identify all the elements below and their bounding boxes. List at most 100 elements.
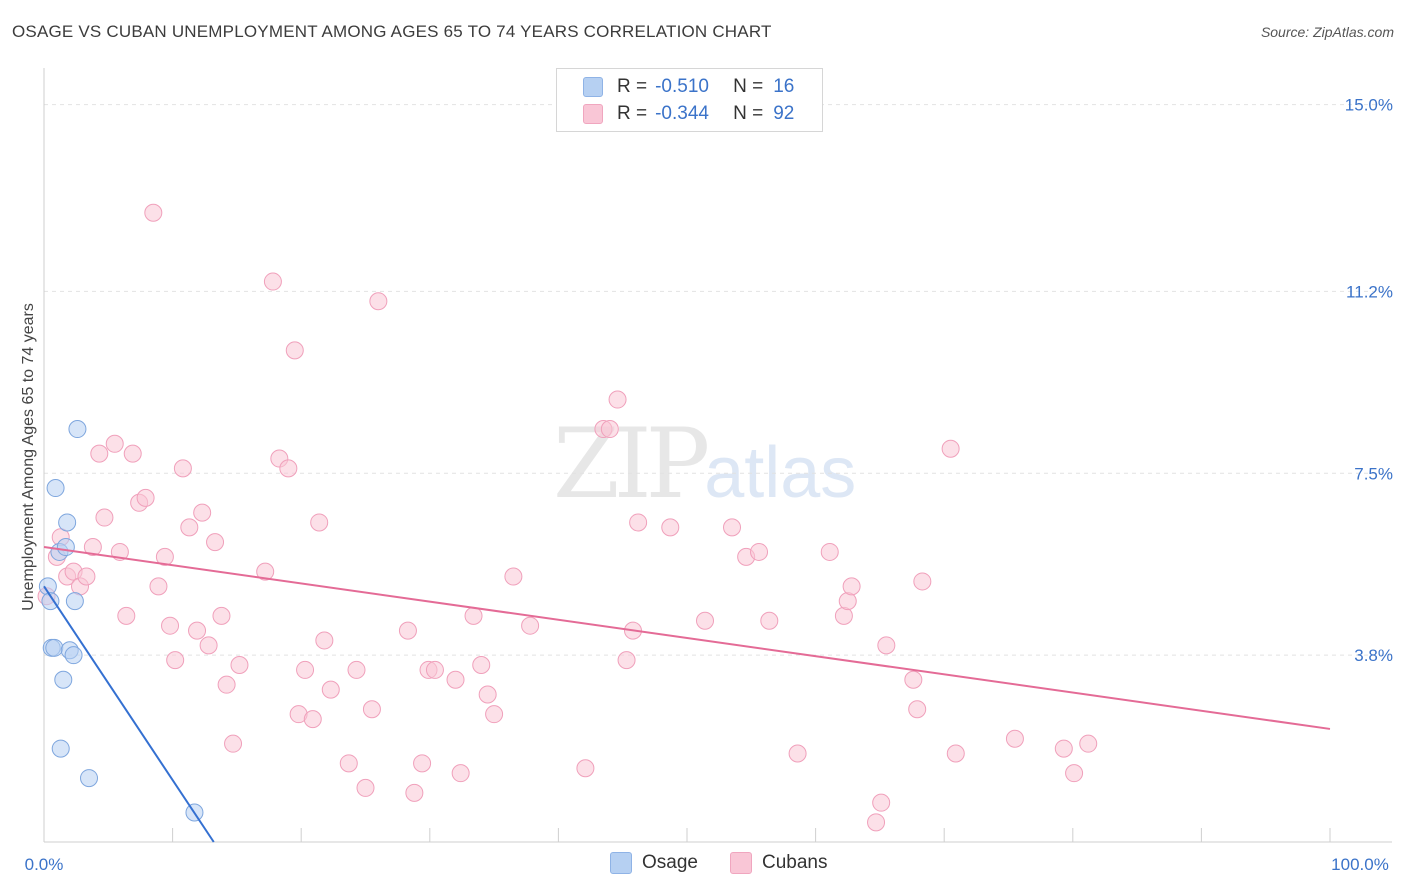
data-point-cubans: [212, 606, 231, 625]
x-tick-label-min: 0.0%: [25, 855, 64, 874]
data-point-cubans: [820, 542, 839, 561]
data-point-cubans: [485, 705, 504, 724]
y-tick-label: 11.2%: [1346, 282, 1393, 301]
swatch-cubans: [730, 852, 752, 874]
data-point-cubans: [303, 710, 322, 729]
data-point-cubans: [600, 420, 619, 439]
data-point-cubans: [285, 341, 304, 360]
data-point-cubans: [760, 611, 779, 630]
series-legend-osage[interactable]: Osage: [610, 852, 698, 874]
data-point-cubans: [723, 518, 742, 537]
data-point-cubans: [347, 660, 366, 679]
data-point-cubans: [95, 508, 114, 527]
data-point-cubans: [180, 518, 199, 537]
chart-title: OSAGE VS CUBAN UNEMPLOYMENT AMONG AGES 6…: [12, 22, 772, 41]
data-point-cubans: [867, 813, 886, 832]
data-point-cubans: [83, 538, 102, 557]
data-point-cubans: [310, 513, 329, 532]
source-label: Source: ZipAtlas.com: [1260, 24, 1394, 40]
y-tick-label: 3.8%: [1354, 646, 1393, 665]
data-point-cubans: [193, 503, 212, 522]
data-point-cubans: [315, 631, 334, 650]
data-point-cubans: [105, 434, 124, 453]
legend-r-label: R =: [617, 103, 648, 124]
data-point-cubans: [413, 754, 432, 773]
data-point-osage: [41, 592, 60, 611]
data-point-osage: [64, 646, 83, 665]
data-point-cubans: [199, 636, 218, 655]
data-point-cubans: [504, 567, 523, 586]
data-point-osage: [68, 420, 87, 439]
data-point-cubans: [369, 292, 388, 311]
data-point-cubans: [256, 562, 275, 581]
y-tick-label: 7.5%: [1354, 464, 1393, 483]
legend-r-value: -0.510: [655, 76, 709, 97]
data-point-cubans: [629, 513, 648, 532]
data-point-cubans: [90, 444, 109, 463]
data-point-cubans: [263, 272, 282, 291]
data-point-cubans: [941, 439, 960, 458]
data-point-osage: [54, 670, 73, 689]
legend-r-value: -0.344: [655, 103, 709, 124]
data-point-cubans: [750, 542, 769, 561]
data-point-osage: [56, 538, 75, 557]
series-legend-cubans[interactable]: Cubans: [730, 852, 828, 874]
data-point-cubans: [1005, 729, 1024, 748]
y-axis-label: Unemployment Among Ages 65 to 74 years: [20, 303, 37, 611]
trend-line-cubans: [43, 546, 1331, 730]
data-point-cubans: [464, 606, 483, 625]
x-tick-label-max: 100.0%: [1331, 855, 1389, 874]
data-point-cubans: [904, 670, 923, 689]
legend-swatch-cubans: [583, 104, 603, 124]
data-point-cubans: [398, 621, 417, 640]
data-point-cubans: [123, 444, 142, 463]
series-legend-cubans-label: Cubans: [762, 852, 828, 873]
legend-n-value: 16: [773, 76, 795, 97]
data-point-cubans: [908, 700, 927, 719]
legend-r-label: R =: [617, 76, 648, 97]
data-point-cubans: [521, 616, 540, 635]
data-point-cubans: [1054, 739, 1073, 758]
legend-n-label: N =: [733, 76, 764, 97]
data-point-cubans: [136, 488, 155, 507]
data-point-cubans: [144, 203, 163, 222]
data-point-cubans: [188, 621, 207, 640]
data-point-osage: [58, 513, 77, 532]
series-legend-osage-label: Osage: [642, 852, 698, 873]
data-point-cubans: [877, 636, 896, 655]
data-point-cubans: [77, 567, 96, 586]
data-point-cubans: [117, 606, 136, 625]
data-point-cubans: [362, 700, 381, 719]
data-point-cubans: [446, 670, 465, 689]
data-point-cubans: [206, 533, 225, 552]
data-point-osage: [46, 479, 65, 498]
data-point-cubans: [608, 390, 627, 409]
legend-n-label: N =: [733, 103, 764, 124]
data-point-cubans: [946, 744, 965, 763]
swatch-osage: [610, 852, 632, 874]
y-tick-label: 15.0%: [1345, 96, 1393, 115]
data-point-cubans: [576, 759, 595, 778]
data-point-cubans: [166, 651, 185, 670]
data-point-cubans: [224, 734, 243, 753]
data-point-cubans: [617, 651, 636, 670]
correlation-legend: R = -0.510 N = 16 R = -0.344 N = 92: [556, 68, 823, 132]
data-point-cubans: [405, 783, 424, 802]
legend-n-value: 92: [773, 103, 795, 124]
data-point-cubans: [321, 680, 340, 699]
data-point-osage: [65, 592, 84, 611]
data-point-cubans: [279, 459, 298, 478]
data-point-cubans: [1079, 734, 1098, 753]
data-point-cubans: [230, 656, 249, 675]
legend-row-osage: R = -0.510 N = 16: [583, 75, 794, 99]
data-point-cubans: [788, 744, 807, 763]
data-point-cubans: [217, 675, 236, 694]
watermark-zip: ZIP: [553, 408, 710, 520]
data-point-cubans: [696, 611, 715, 630]
data-point-cubans: [161, 616, 180, 635]
data-point-cubans: [451, 764, 470, 783]
data-point-cubans: [842, 577, 861, 596]
data-point-cubans: [155, 547, 174, 566]
data-point-osage: [45, 638, 64, 657]
series-legend: Osage Cubans: [0, 852, 1406, 878]
